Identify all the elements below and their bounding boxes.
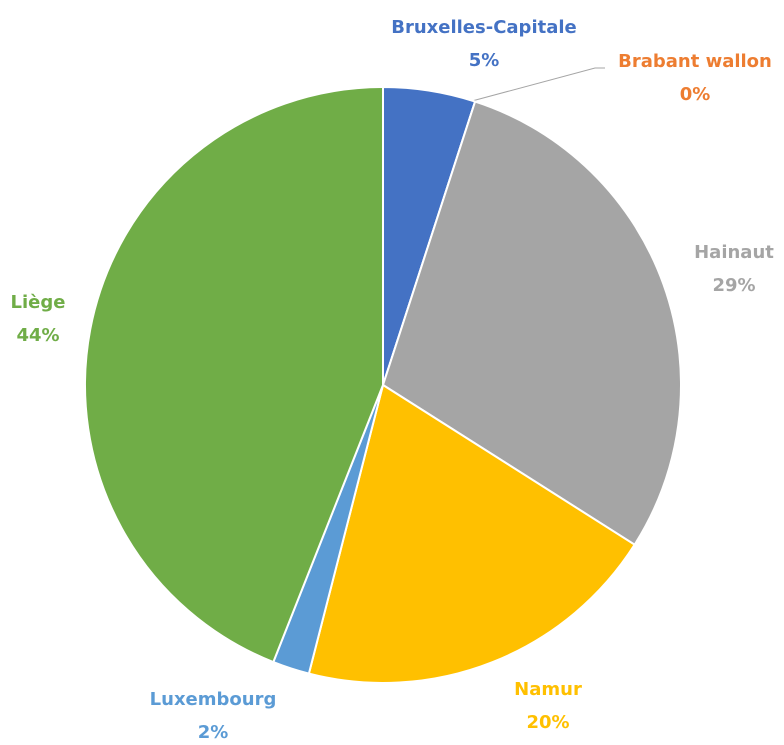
value-label: 2% bbox=[198, 722, 229, 743]
slice-label: Hainaut bbox=[694, 242, 774, 263]
value-label: 5% bbox=[469, 50, 500, 71]
value-label: 44% bbox=[16, 325, 59, 346]
pie-slice bbox=[307, 383, 636, 684]
leader-line bbox=[471, 67, 605, 102]
slice-label: Brabant wallon bbox=[618, 51, 772, 72]
slice-label: Bruxelles-Capitale bbox=[391, 17, 577, 38]
pie-slice bbox=[84, 85, 384, 664]
value-label: 0% bbox=[680, 84, 711, 105]
value-label: 29% bbox=[712, 275, 755, 296]
slice-label: Luxembourg bbox=[150, 689, 277, 710]
slice-label: Namur bbox=[514, 679, 582, 700]
slice-label: Liège bbox=[11, 292, 66, 313]
value-label: 20% bbox=[526, 712, 569, 733]
pie-slice bbox=[381, 100, 682, 547]
